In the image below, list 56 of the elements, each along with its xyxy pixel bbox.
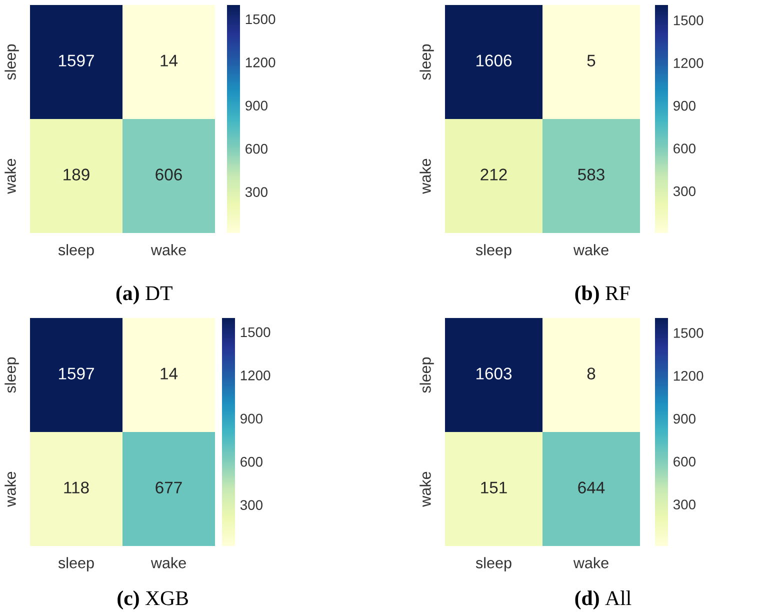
- color-bar-label: 1200: [674, 58, 704, 68]
- y-tick-label: sleep: [4, 357, 19, 393]
- x-tick-label: wake: [573, 244, 608, 256]
- color-bar-label: 900: [240, 414, 262, 424]
- y-tick-label: wake: [420, 158, 431, 194]
- x-tick-label: sleep: [476, 244, 512, 258]
- color-bar-label: 1500: [674, 328, 704, 338]
- color-bar-label: 300: [673, 186, 696, 196]
- color-bar-label: 1200: [246, 58, 276, 68]
- y-tick-label: wake: [420, 472, 431, 507]
- data-label: 14: [160, 368, 178, 380]
- color-bar-label: 600: [240, 456, 262, 467]
- x-tick-label: sleep: [476, 557, 512, 572]
- color-bar-label: 600: [674, 456, 696, 467]
- x-tick-label: sleep: [58, 557, 94, 572]
- data-label: 14: [160, 54, 178, 66]
- data-label: 189: [64, 168, 90, 180]
- data-label: 644: [578, 482, 605, 494]
- color-bar-label: 1200: [674, 370, 704, 381]
- data-label: 5: [587, 54, 596, 66]
- x-tick-label: wake: [150, 244, 186, 256]
- data-label: 1597: [58, 54, 94, 66]
- data-label: 212: [480, 168, 507, 180]
- x-tick-label: sleep: [58, 244, 94, 258]
- y-tick-label: wake: [4, 472, 16, 507]
- x-tick-label: wake: [573, 557, 608, 568]
- text: (c) XGB: [118, 590, 188, 610]
- color-bar-label: 900: [674, 414, 696, 424]
- color-bar-label: 900: [674, 100, 696, 111]
- color-bar-label: 600: [674, 144, 696, 154]
- data-label: 8: [587, 368, 596, 380]
- y-tick-label: sleep: [420, 44, 434, 80]
- text: (d) All: [575, 590, 632, 610]
- data-label: 677: [156, 482, 182, 494]
- data-label: 583: [578, 168, 604, 180]
- color-bar-label: 300: [673, 500, 696, 510]
- color-bar-label: 600: [246, 144, 268, 154]
- text: (b) RF: [575, 286, 630, 304]
- data-label: 118: [64, 482, 89, 494]
- data-label: 1597: [58, 368, 94, 380]
- x-tick-label: wake: [150, 557, 186, 568]
- color-bar-label: 300: [245, 187, 268, 197]
- color-bar-label: 1500: [246, 14, 276, 24]
- y-tick-label: wake: [4, 158, 16, 194]
- color-bar-label: 300: [240, 500, 262, 510]
- data-label: 1606: [476, 54, 512, 66]
- data-label: 606: [156, 168, 182, 180]
- color-bar-label: 1500: [240, 327, 270, 338]
- color-bar-label: 1200: [240, 370, 270, 380]
- data-label: 151: [481, 482, 507, 494]
- text: (a) DT: [116, 286, 172, 304]
- color-bar-label: 1500: [674, 15, 704, 26]
- color-bar-label: 900: [246, 100, 268, 111]
- y-tick-label: sleep: [420, 357, 434, 393]
- data-label: 1603: [476, 368, 512, 380]
- y-tick-label: sleep: [4, 44, 19, 80]
